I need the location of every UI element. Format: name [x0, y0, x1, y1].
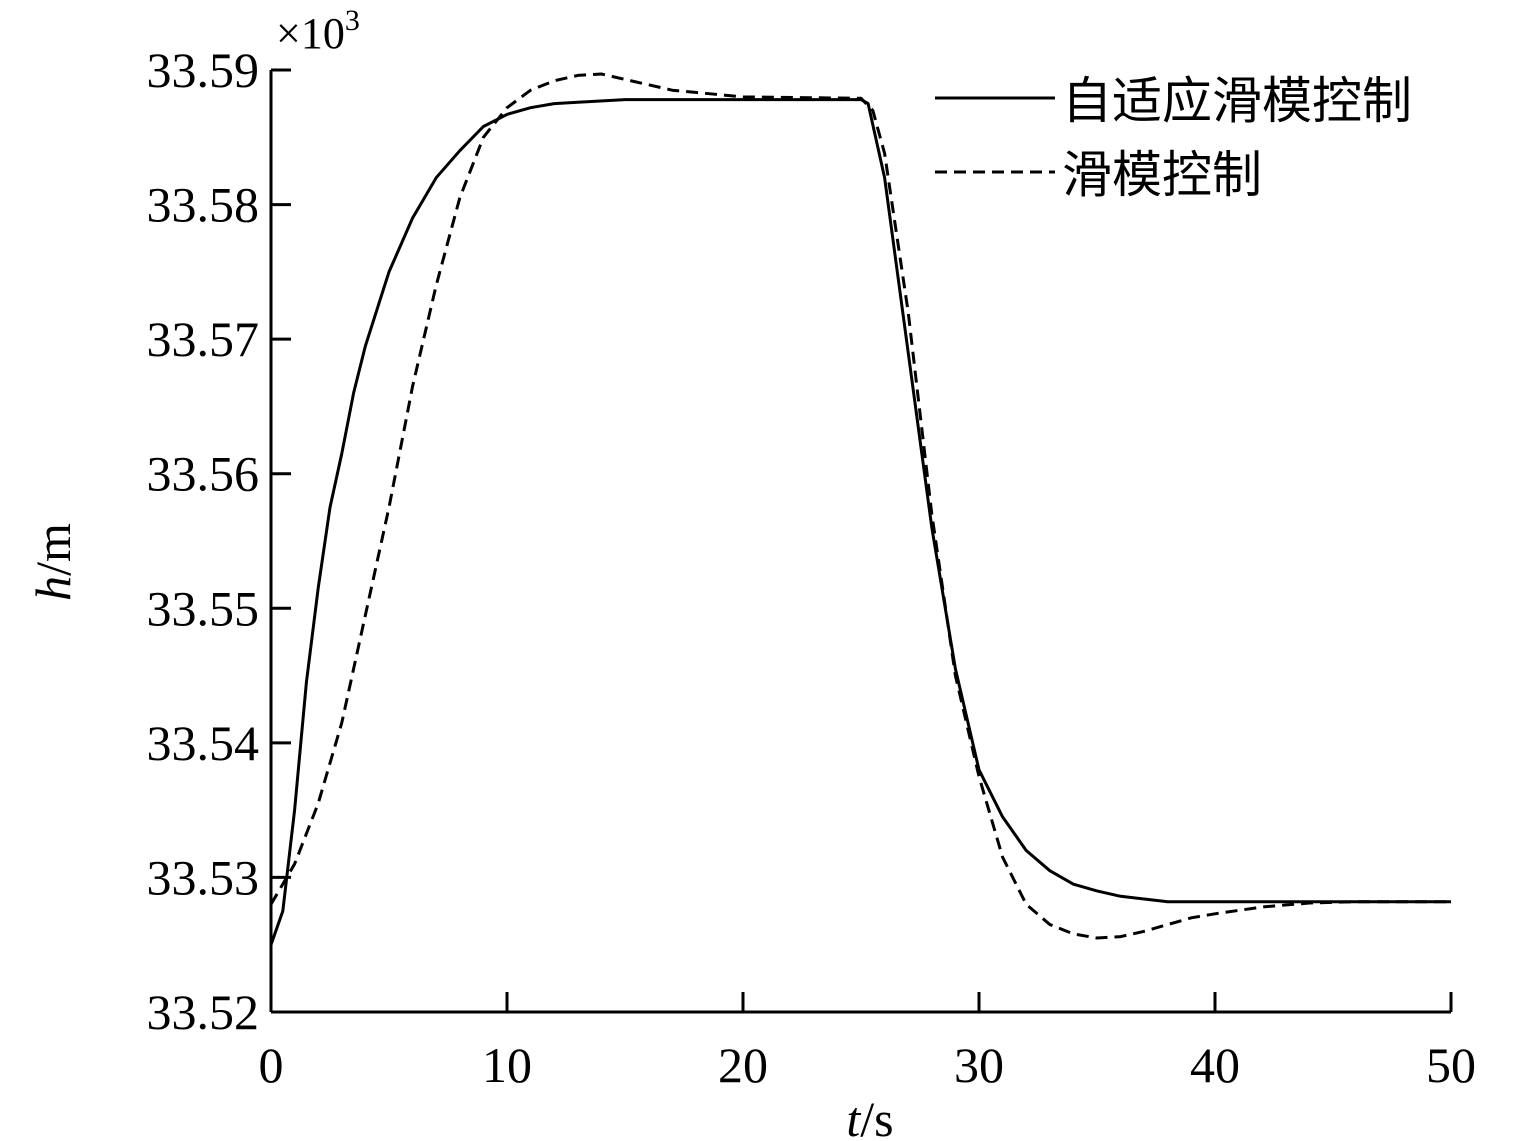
y-axis-label: h/m — [25, 523, 81, 601]
y-axis-multiplier: ×103 — [276, 4, 360, 58]
x-axis-label: t/s — [846, 1091, 893, 1141]
y-tick-label: 33.56 — [147, 446, 260, 502]
legend-label-smc: 滑模控制 — [1062, 146, 1262, 204]
series-smc-line — [269, 72, 1451, 940]
x-tick-label: 30 — [954, 1037, 1004, 1093]
x-tick-label: 10 — [482, 1037, 532, 1093]
y-tick-label: 33.57 — [147, 311, 260, 367]
series-layer — [269, 72, 1451, 946]
legend: 自适应滑模控制 滑模控制 — [935, 72, 1412, 204]
x-tick-label: 50 — [1426, 1037, 1476, 1093]
ticks-layer: 0 10 20 30 40 50 33.52 33.53 33.54 33.55 33.56 33.5… — [147, 42, 1477, 1093]
y-tick-label: 33.53 — [147, 849, 260, 905]
y-tick-label: 33.59 — [147, 42, 260, 98]
x-tick-label: 40 — [1190, 1037, 1240, 1093]
axes-frame — [269, 70, 1451, 1014]
x-tick-label: 20 — [718, 1037, 768, 1093]
legend-label-adaptive-smc: 自适应滑模控制 — [1062, 72, 1412, 130]
series-adaptive-smc-line — [269, 98, 1451, 946]
y-tick-label: 33.55 — [147, 580, 260, 636]
x-tick-label: 0 — [259, 1037, 284, 1093]
y-tick-label: 33.54 — [147, 715, 260, 771]
y-tick-label: 33.58 — [147, 177, 260, 233]
y-tick-label: 33.52 — [147, 984, 260, 1040]
